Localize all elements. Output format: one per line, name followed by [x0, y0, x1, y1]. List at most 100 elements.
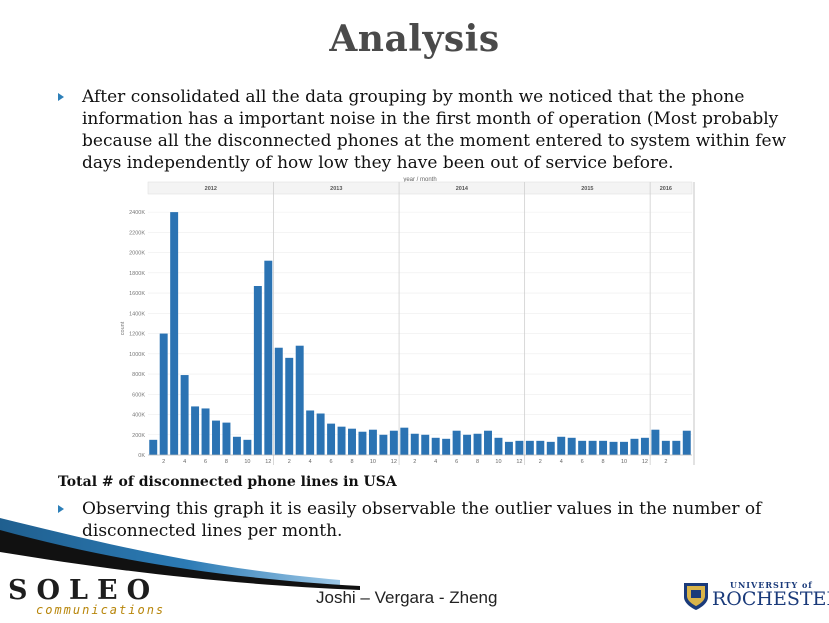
footer-authors: Joshi – Vergara - Zheng — [316, 588, 498, 607]
university-name: ROCHESTER — [712, 588, 829, 610]
x-tick-label: 6 — [581, 459, 584, 465]
bar — [421, 434, 430, 455]
x-tick-label: 4 — [309, 459, 312, 465]
bar — [452, 430, 461, 455]
x-tick-label: 12 — [642, 459, 648, 465]
year-header-band — [147, 181, 693, 195]
bar — [379, 434, 388, 455]
bar — [295, 345, 304, 455]
bar — [389, 430, 398, 455]
chart-title: year / month — [403, 177, 436, 183]
footer-swoosh-blue — [0, 518, 340, 588]
bar — [651, 429, 660, 455]
soleo-logo-subtitle: communications — [36, 603, 166, 617]
x-tick-label: 12 — [516, 459, 522, 465]
bar — [536, 440, 545, 455]
bullet-2-text: Observing this graph it is easily observ… — [82, 499, 762, 541]
bar — [264, 260, 273, 455]
x-tick-label: 8 — [602, 459, 605, 465]
bar — [306, 410, 315, 455]
x-tick-label: 8 — [225, 459, 228, 465]
x-tick-label: 10 — [370, 459, 376, 465]
x-tick-label: 2 — [413, 459, 416, 465]
year-label: 2013 — [330, 186, 342, 192]
bar — [588, 440, 597, 455]
bar — [661, 440, 670, 455]
bar — [274, 347, 283, 455]
bar — [620, 441, 628, 455]
x-tick-label: 6 — [455, 459, 458, 465]
bar — [525, 440, 534, 455]
x-tick-label: 2 — [539, 459, 542, 465]
bar — [557, 436, 566, 455]
bar — [170, 212, 179, 455]
bar — [609, 441, 618, 455]
bar — [567, 437, 576, 455]
x-tick-label: 10 — [495, 459, 501, 465]
bar — [201, 408, 210, 455]
triangle-bullet-icon — [58, 505, 64, 513]
y-tick-label: 200K — [132, 433, 145, 439]
y-tick-label: 2000K — [129, 251, 145, 257]
y-tick-label: 1400K — [129, 311, 145, 317]
y-tick-label: 800K — [132, 372, 145, 378]
x-tick-label: 6 — [204, 459, 207, 465]
x-tick-label: 8 — [476, 459, 479, 465]
footer-swoosh-black — [0, 530, 360, 590]
y-tick-label: 400K — [132, 413, 145, 419]
bar — [442, 438, 451, 455]
x-tick-label: 2 — [664, 459, 667, 465]
x-tick-label: 12 — [265, 459, 271, 465]
x-tick-label: 12 — [391, 459, 397, 465]
bar — [180, 375, 189, 455]
bar — [463, 434, 472, 455]
bar — [232, 436, 241, 455]
x-tick-label: 6 — [330, 459, 333, 465]
y-tick-label: 0K — [138, 453, 145, 459]
x-tick-label: 8 — [350, 459, 353, 465]
soleo-logo: SOLEO — [8, 575, 160, 606]
bar — [546, 441, 555, 455]
bar — [400, 427, 409, 455]
bar — [410, 433, 419, 455]
y-tick-label: 1200K — [129, 332, 145, 338]
y-tick-label: 1600K — [129, 291, 145, 297]
bar — [515, 440, 524, 455]
y-axis-label: count — [120, 321, 126, 335]
y-tick-label: 1800K — [129, 271, 145, 277]
y-tick-label: 1000K — [129, 352, 145, 358]
bar — [212, 420, 220, 455]
bar — [149, 439, 158, 455]
bar — [599, 440, 608, 455]
x-tick-label: 10 — [621, 459, 627, 465]
x-tick-label: 10 — [244, 459, 250, 465]
bar — [682, 430, 691, 455]
slide-title: Analysis — [329, 18, 500, 60]
university-label: UNIVERSITY of — [730, 580, 813, 590]
bar — [630, 438, 639, 455]
bar-chart: year / month 0K 200K 400K 600K 800K 1000K 1200K… — [120, 177, 695, 465]
bar — [191, 406, 200, 455]
x-tick-label: 4 — [183, 459, 186, 465]
university-crest-icon — [684, 583, 708, 610]
bar — [578, 440, 587, 455]
bar — [222, 422, 231, 455]
bar — [431, 437, 440, 455]
bar — [243, 439, 252, 455]
bar — [672, 440, 681, 455]
chart-caption: Total # of disconnected phone lines in U… — [58, 474, 397, 490]
bullet-1: After consolidated all the data grouping… — [58, 86, 798, 176]
footer-swoosh — [0, 518, 360, 590]
bar — [473, 433, 482, 455]
bar — [358, 431, 367, 455]
y-tick-label: 2200K — [129, 230, 145, 236]
year-label: 2015 — [581, 186, 593, 192]
x-tick-label: 4 — [560, 459, 563, 465]
bullet-1-text: After consolidated all the data grouping… — [82, 87, 787, 173]
bar — [285, 357, 294, 455]
x-tick-label: 2 — [162, 459, 165, 465]
x-tick-label: 4 — [434, 459, 437, 465]
bar — [640, 437, 649, 455]
bar — [159, 333, 168, 455]
bullet-2: Observing this graph it is easily observ… — [58, 498, 761, 542]
